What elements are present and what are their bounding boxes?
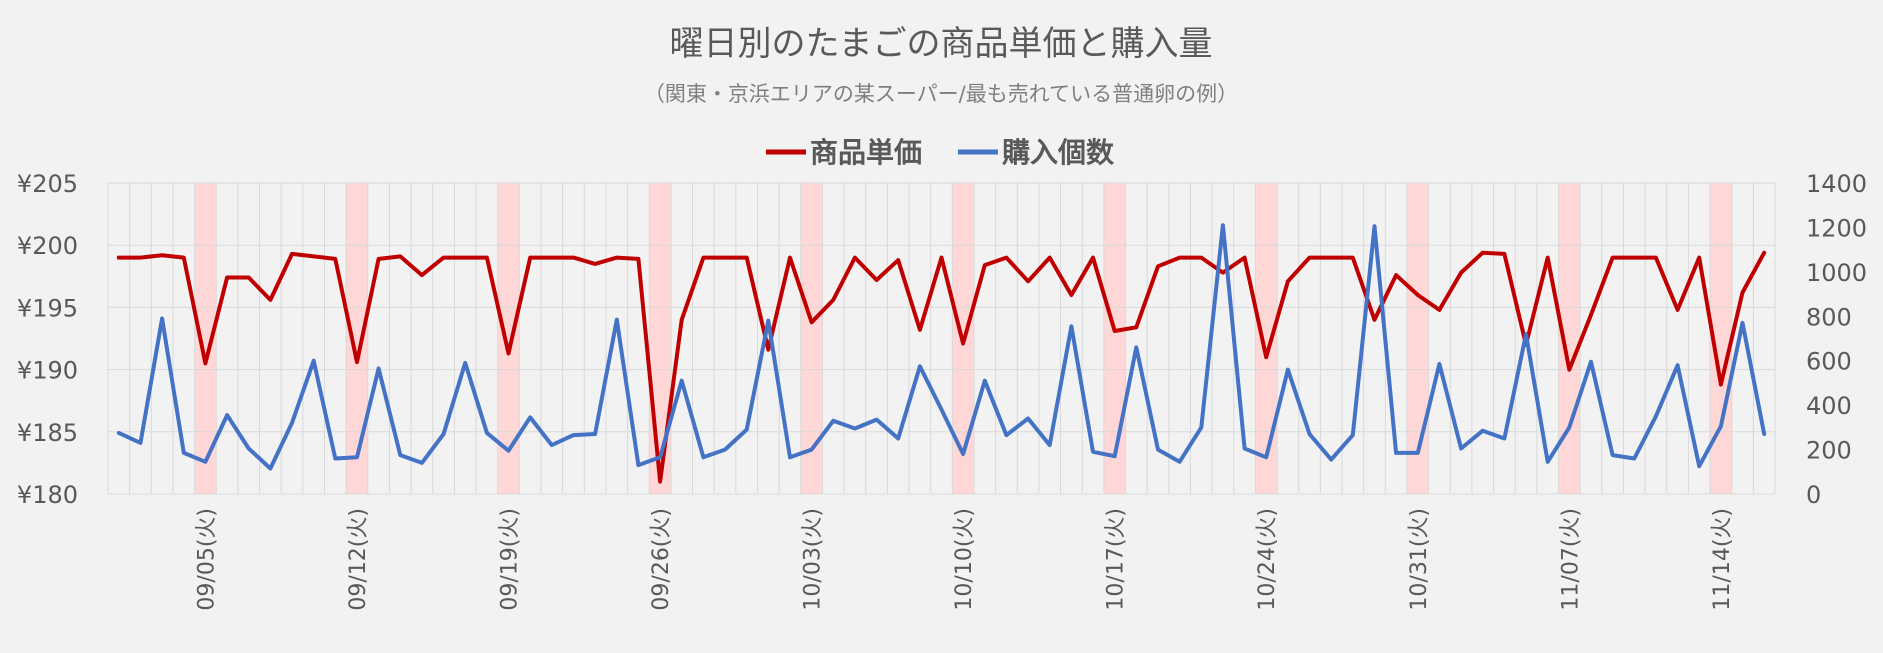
x-axis-tick-label: 10/03(火) — [801, 508, 826, 611]
legend: 商品単価 購入個数 — [766, 136, 1115, 169]
right-axis-tick-label: 1200 — [1806, 214, 1867, 242]
right-axis-tick-label: 400 — [1806, 392, 1852, 420]
series-lines — [116, 223, 1767, 484]
series-line — [116, 223, 1767, 471]
x-axis-tick-label: 09/26(火) — [649, 508, 674, 611]
left-axis-tick-label: ¥195 — [17, 294, 78, 322]
x-axis-ticks: 09/05(火) 09/12(火) 09/19(火) 09/26(火) 10/03(火)… — [194, 508, 1734, 611]
highlight-band — [1255, 183, 1278, 494]
left-axis-ticks: ¥180 ¥185 ¥190 ¥195 ¥200 ¥205 — [17, 170, 78, 509]
x-axis-tick-label: 10/10(火) — [952, 508, 977, 611]
series-line — [116, 250, 1767, 484]
right-axis-tick-label: 0 — [1806, 481, 1821, 509]
left-axis-tick-label: ¥200 — [17, 232, 78, 260]
highlight-band — [800, 183, 823, 494]
right-axis-tick-label: 200 — [1806, 437, 1852, 465]
x-axis-tick-label: 10/24(火) — [1255, 508, 1280, 611]
x-axis-tick-label: 09/19(火) — [498, 508, 523, 611]
x-axis-tick-label: 11/14(火) — [1710, 508, 1735, 611]
x-axis-tick-label: 11/07(火) — [1558, 508, 1583, 611]
highlight-band — [194, 183, 217, 494]
x-axis-tick-label: 10/17(火) — [1104, 508, 1129, 611]
legend-count-label: 購入個数 — [1002, 136, 1115, 169]
chart-subtitle: （関東・京浜エリアの某スーパー/最も売れている普通卵の例） — [644, 82, 1238, 106]
highlight-band — [346, 183, 368, 494]
right-axis-ticks: 0 200 400 600 800 1000 1200 1400 — [1806, 170, 1867, 509]
right-axis-tick-label: 1000 — [1806, 259, 1867, 287]
highlight-band — [1406, 183, 1429, 494]
left-axis-tick-label: ¥205 — [17, 170, 78, 198]
weekday-highlights — [194, 183, 1732, 494]
left-axis-tick-label: ¥190 — [17, 357, 78, 385]
highlight-band — [1710, 183, 1732, 494]
x-axis-tick-label: 10/31(火) — [1407, 508, 1432, 611]
grid — [107, 182, 1776, 495]
right-axis-tick-label: 600 — [1806, 348, 1852, 376]
left-axis-tick-label: ¥180 — [17, 481, 78, 509]
left-axis-tick-label: ¥185 — [17, 419, 78, 447]
x-axis-tick-label: 09/12(火) — [346, 508, 371, 611]
right-axis-tick-label: 1400 — [1806, 170, 1867, 198]
right-axis-tick-label: 800 — [1806, 303, 1852, 331]
legend-price-label: 商品単価 — [810, 136, 922, 169]
highlight-band — [1103, 183, 1126, 494]
highlight-band — [649, 183, 671, 494]
highlight-band — [497, 183, 520, 494]
x-axis-tick-label: 09/05(火) — [194, 508, 219, 611]
chart-title: 曜日別のたまごの商品単価と購入量 — [670, 24, 1213, 64]
